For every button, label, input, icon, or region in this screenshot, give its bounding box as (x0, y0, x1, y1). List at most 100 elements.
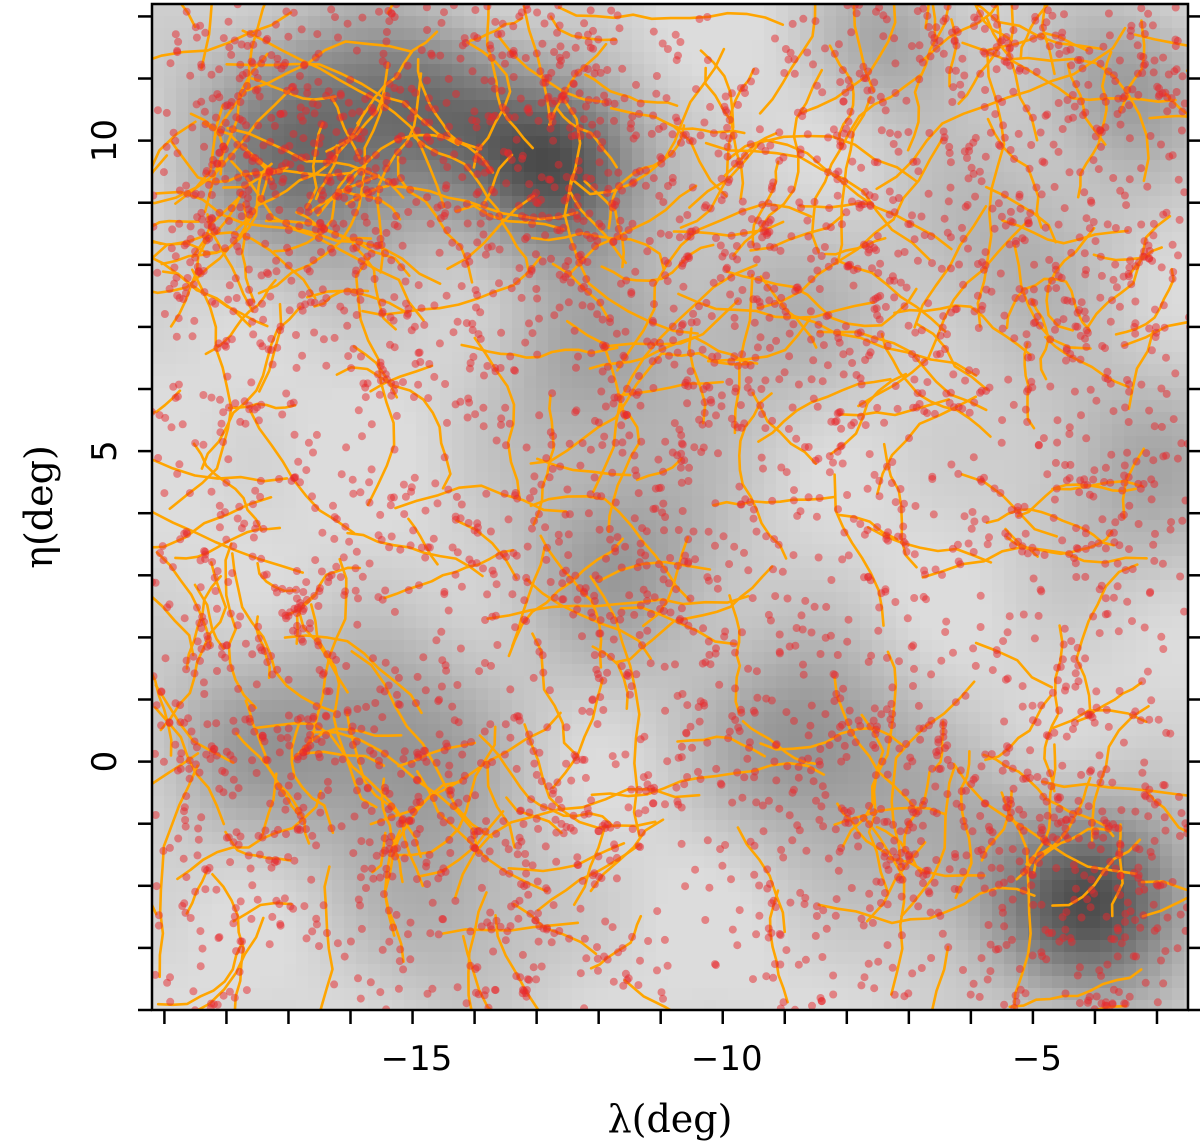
density-cell (1148, 568, 1161, 581)
density-cell (848, 580, 861, 593)
density-cell (944, 436, 957, 449)
density-cell (344, 508, 357, 521)
density-cell (812, 112, 825, 125)
density-cell (164, 352, 177, 365)
density-cell (548, 244, 561, 257)
density-cell (488, 376, 501, 389)
density-cell (584, 52, 597, 65)
density-cell (1088, 424, 1101, 437)
density-cell (632, 16, 645, 29)
density-cell (188, 352, 201, 365)
density-cell (1040, 568, 1053, 581)
density-cell (188, 136, 201, 149)
density-cell (1136, 388, 1149, 401)
density-cell (452, 688, 465, 701)
density-cell (800, 472, 813, 485)
density-cell (1136, 508, 1149, 521)
density-cell (944, 484, 957, 497)
density-cell (452, 184, 465, 197)
density-cell (248, 100, 261, 113)
density-cell (212, 16, 225, 29)
density-cell (332, 316, 345, 329)
density-cell (452, 652, 465, 665)
density-cell (620, 136, 633, 149)
density-cell (884, 244, 897, 257)
density-cell (248, 460, 261, 473)
density-cell (1004, 160, 1017, 173)
density-cell (452, 124, 465, 137)
density-cell (884, 508, 897, 521)
density-cell (560, 148, 573, 161)
density-cell (356, 28, 369, 41)
density-cell (788, 664, 801, 677)
density-cell (692, 4, 705, 17)
density-cell (464, 604, 477, 617)
density-cell (956, 580, 969, 593)
density-cell (932, 160, 945, 173)
density-cell (896, 460, 909, 473)
density-cell (1064, 256, 1077, 269)
density-cell (284, 352, 297, 365)
density-cell (1100, 184, 1113, 197)
density-cell (644, 436, 657, 449)
density-cell (260, 256, 273, 269)
density-cell (1184, 532, 1188, 545)
density-cell (908, 604, 921, 617)
density-cell (1124, 580, 1137, 593)
density-cell (236, 436, 249, 449)
density-cell (308, 340, 321, 353)
plot-area (152, 4, 1188, 1010)
density-cell (848, 628, 861, 641)
density-cell (476, 100, 489, 113)
density-cell (1184, 412, 1188, 425)
density-cell (632, 64, 645, 77)
density-cell (200, 4, 213, 17)
density-cell (1184, 640, 1188, 653)
density-cell (1184, 112, 1188, 125)
density-cell (764, 448, 777, 461)
density-cell (716, 28, 729, 41)
density-cell (356, 448, 369, 461)
density-cell (476, 268, 489, 281)
density-cell (1040, 412, 1053, 425)
density-cell (560, 352, 573, 365)
density-cell (1028, 148, 1041, 161)
density-cell (584, 196, 597, 209)
density-cell (1052, 556, 1065, 569)
density-cell (884, 616, 897, 629)
density-cell (644, 64, 657, 77)
density-cell (680, 148, 693, 161)
density-cell (428, 40, 441, 53)
density-cell (512, 328, 525, 341)
density-cell (1052, 160, 1065, 173)
density-cell (680, 268, 693, 281)
density-cell (164, 496, 177, 509)
density-cell (416, 172, 429, 185)
density-cell (320, 316, 333, 329)
density-cell (284, 232, 297, 245)
density-cell (1088, 568, 1101, 581)
density-cell (1004, 112, 1017, 125)
density-cell (1064, 220, 1077, 233)
density-cell (944, 424, 957, 437)
density-cell (1040, 652, 1053, 665)
density-cell (1016, 28, 1029, 41)
density-cell (1112, 604, 1125, 617)
density-cell (788, 448, 801, 461)
density-cell (668, 496, 681, 509)
density-cell (680, 76, 693, 89)
density-cell (776, 604, 789, 617)
density-cell (956, 136, 969, 149)
density-cell (416, 628, 429, 641)
density-cell (332, 256, 345, 269)
density-cell (848, 604, 861, 617)
density-cell (896, 16, 909, 29)
density-cell (968, 604, 981, 617)
density-cell (296, 316, 309, 329)
density-cell (524, 376, 537, 389)
density-cell (992, 292, 1005, 305)
density-cell (704, 484, 717, 497)
density-cell (272, 232, 285, 245)
density-cell (860, 436, 873, 449)
density-cell (176, 196, 189, 209)
